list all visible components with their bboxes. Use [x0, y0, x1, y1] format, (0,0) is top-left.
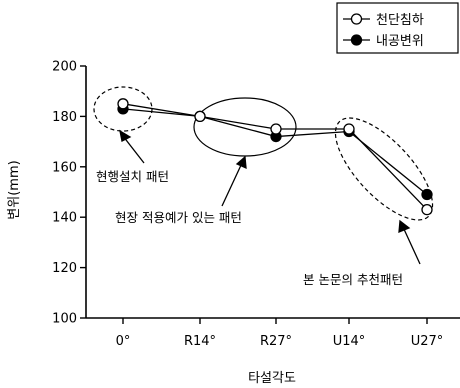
series-layer [117, 98, 433, 216]
annotation-arrows [119, 129, 421, 265]
legend-label-2: 내공변위 [376, 34, 424, 49]
highlight-ellipse-recommended [334, 117, 434, 221]
x-axis-title: 타설각도 [248, 371, 296, 386]
series-0-point-1 [194, 110, 206, 123]
legend-marker-2 [350, 34, 363, 46]
series-0-point-0 [117, 98, 129, 110]
x-tick-label-0: 0° [116, 334, 131, 349]
series-0-point-4 [421, 203, 433, 216]
annotation-current: 현행설치 패턴 [96, 169, 169, 184]
x-tick-label-1: R14° [184, 334, 216, 349]
highlight-ellipse-field [193, 97, 297, 157]
legend-marker-1 [350, 13, 363, 25]
y-tick-label-100: 100 [52, 312, 77, 327]
arrow-current-head [119, 129, 132, 142]
annotation-recommended: 본 논문의 추천패턴 [303, 272, 403, 287]
arrow-current-line [122, 135, 145, 164]
arrow-field-head [235, 155, 247, 170]
y-tick-label-160: 160 [52, 160, 77, 175]
x-tick-label-4: U27° [411, 334, 444, 349]
series-1-point-4 [421, 188, 433, 201]
arrow-field-line [221, 162, 243, 207]
y-tick-label-120: 120 [52, 261, 77, 276]
annotation-field: 현장 적용예가 있는 패턴 [115, 210, 242, 225]
legend-label-1: 천단침하 [376, 13, 424, 28]
arrow-recommended-line [402, 226, 421, 265]
y-tick-label-200: 200 [52, 60, 77, 75]
arrow-recommended-head [398, 219, 411, 233]
y-axis-title: 변위(mm) [7, 160, 22, 219]
series-line-0 [122, 103, 428, 211]
y-tick-label-180: 180 [52, 110, 77, 125]
x-tick-label-2: R27° [260, 334, 292, 349]
legend: 천단침하 내공변위 [336, 2, 459, 54]
series-0-point-3 [343, 123, 355, 135]
plot-frame [85, 66, 460, 319]
y-tick-label-140: 140 [52, 211, 77, 226]
series-0-point-2 [270, 123, 282, 135]
x-tick-label-3: U14° [333, 334, 366, 349]
y-axis-ticks: 100 120 140 160 180 200 [52, 60, 86, 327]
x-axis-ticks: 0° R14° R27° U14° U27° [116, 318, 444, 349]
